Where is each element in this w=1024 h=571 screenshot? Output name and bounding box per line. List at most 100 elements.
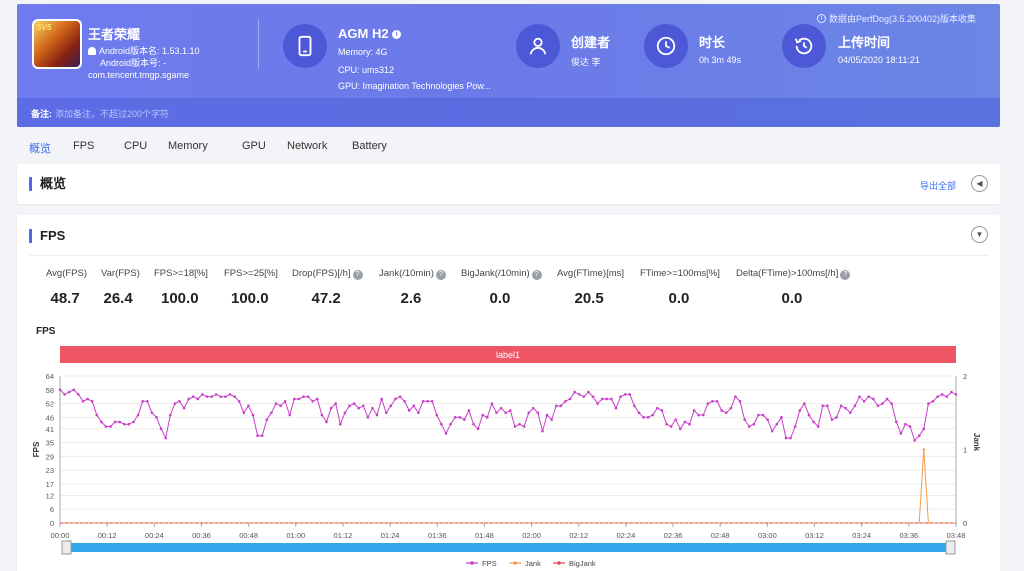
data-point-fps [931, 399, 935, 403]
data-point-fps [109, 425, 112, 428]
fps-card: FPS ▼ [17, 215, 1000, 571]
data-point-fps [214, 393, 218, 396]
data-point-fps [334, 402, 337, 405]
data-point-fps [279, 404, 282, 408]
data-point-fps [752, 422, 756, 426]
data-point-fps [890, 402, 893, 405]
data-point-fps [251, 413, 255, 417]
metric-value: 2.6 [400, 290, 422, 307]
x-tick-label: 00:36 [192, 531, 211, 540]
app-package: com.tencent.tmgp.sgame [88, 70, 190, 80]
data-point-fps [522, 425, 526, 428]
help-icon[interactable]: ? [531, 270, 542, 280]
range-handle-left[interactable] [61, 540, 72, 555]
data-point-fps [173, 402, 177, 405]
tab-network[interactable]: Network [287, 140, 328, 152]
data-point-fps [201, 393, 204, 396]
metric-value: 26.4 [103, 290, 133, 307]
collapse-left-icon[interactable]: ◀ [971, 175, 988, 192]
metric-label: Drop(FPS)[/h]? [292, 268, 363, 280]
y2-tick-label: 0 [963, 519, 967, 528]
data-point-fps [256, 434, 259, 438]
note-bar[interactable]: 备注: 添加备注，不超过200个字符 [17, 98, 1000, 127]
data-point-fps [936, 395, 939, 398]
expand-down-icon[interactable]: ▼ [971, 226, 988, 243]
tab-gpu[interactable]: GPU [242, 140, 266, 152]
data-point-fps [862, 399, 866, 403]
legend-label: BigJank [569, 559, 596, 568]
device-memory: Memory: 4G [338, 47, 388, 57]
y2-tick-label: 2 [963, 372, 967, 381]
metric-label: FPS>=18[%] [154, 268, 208, 279]
data-point-fps [665, 422, 668, 426]
data-point-fps [463, 418, 466, 421]
data-point-fps [141, 399, 145, 403]
help-icon[interactable]: ? [840, 270, 851, 280]
tab-memory[interactable]: Memory [168, 140, 208, 152]
duration-value: 0h 3m 49s [699, 55, 742, 65]
y-tick-label: 46 [46, 413, 54, 422]
data-point-fps [210, 395, 213, 398]
range-slider-track [66, 543, 952, 552]
tab-battery[interactable]: Battery [352, 140, 387, 152]
data-point-fps [798, 409, 802, 412]
duration-title: 时长 [699, 35, 726, 50]
y-tick-label: 23 [46, 466, 54, 475]
data-point-fps [844, 406, 848, 410]
data-point-fps [123, 422, 126, 426]
data-point-fps [380, 397, 383, 401]
data-point-fps [430, 399, 434, 403]
data-point-fps [146, 399, 149, 403]
metric-label: Jank(/10min)? [379, 268, 446, 280]
data-point-fps [564, 399, 567, 403]
data-point-fps [67, 390, 71, 394]
data-point-fps [95, 413, 99, 417]
note-input[interactable]: 添加备注，不超过200个字符 [55, 109, 170, 119]
data-point-fps [242, 411, 246, 415]
y-tick-label: 0 [50, 519, 54, 528]
data-point-fps [104, 425, 108, 428]
export-all-link[interactable]: 导出全部 [919, 181, 956, 191]
y-tick-label: 58 [46, 386, 54, 395]
card-divider [29, 255, 988, 256]
y-tick-label: 41 [46, 425, 54, 434]
help-icon[interactable]: ? [435, 270, 446, 280]
data-point-fps [265, 418, 269, 421]
device-info-icon[interactable]: i [392, 30, 402, 39]
data-point-fps [366, 416, 370, 419]
data-point-fps [679, 427, 682, 431]
data-point-fps [738, 399, 742, 403]
metric-label: Avg(FTime)[ms] [557, 268, 624, 279]
tab-cpu[interactable]: CPU [124, 140, 148, 152]
report-header: i 数据由PerfDog(3.5.200402)版本收集 5V5 王者荣耀 An… [17, 4, 1000, 127]
metric-label-text: Jank(/10min) [379, 268, 434, 279]
data-point-fps [449, 422, 452, 426]
android-icon [88, 47, 96, 55]
help-icon[interactable]: ? [352, 270, 363, 280]
x-tick-label: 01:24 [381, 531, 400, 540]
data-point-fps [881, 402, 884, 405]
legend-label: Jank [525, 559, 541, 568]
data-point-fps [623, 393, 627, 396]
data-point-fps [302, 395, 305, 398]
data-point-fps [311, 399, 315, 403]
device-name: AGM H2 [338, 26, 389, 41]
metric-label-text: Delta(FTime)>100ms[/h] [736, 268, 839, 279]
metric-label: Avg(FPS) [46, 268, 87, 279]
tab-overview[interactable]: 概览 [29, 143, 51, 155]
y-tick-label: 35 [46, 439, 54, 448]
data-point-fps [715, 399, 719, 403]
tab-fps[interactable]: FPS [73, 140, 95, 152]
data-point-fps [674, 418, 678, 421]
range-handle-right[interactable] [945, 540, 956, 555]
data-point-fps [316, 397, 319, 401]
data-point-fps [458, 416, 462, 419]
data-source-text: 数据由PerfDog(3.5.200402)版本收集 [828, 14, 976, 24]
app-name: 王者荣耀 [88, 27, 141, 42]
data-point-fps [816, 425, 820, 428]
data-point-fps [793, 425, 797, 428]
y-tick-label: 6 [50, 505, 54, 514]
data-point-fps [940, 393, 944, 396]
user-icon [516, 24, 560, 68]
label-band-text: label1 [496, 350, 520, 360]
